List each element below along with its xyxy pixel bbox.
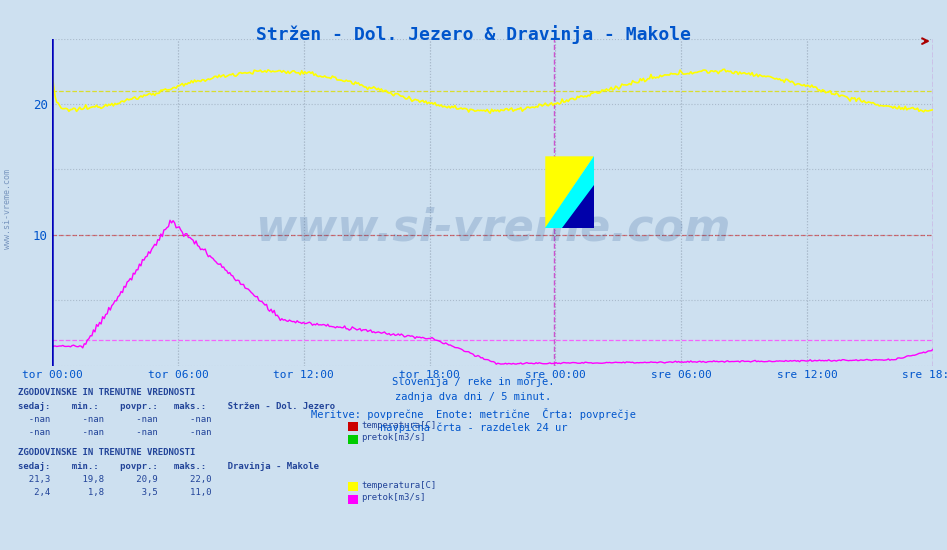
Text: pretok[m3/s]: pretok[m3/s] (361, 433, 425, 443)
Polygon shape (545, 156, 594, 228)
Bar (348, 495, 358, 504)
Text: pretok[m3/s]: pretok[m3/s] (361, 493, 425, 503)
Text: sedaj:    min.:    povpr.:   maks.:    Dravinja - Makole: sedaj: min.: povpr.: maks.: Dravinja - M… (18, 462, 319, 471)
Text: zadnja dva dni / 5 minut.: zadnja dva dni / 5 minut. (396, 392, 551, 402)
Text: -nan      -nan      -nan      -nan: -nan -nan -nan -nan (18, 428, 211, 437)
Polygon shape (563, 185, 594, 228)
Polygon shape (545, 156, 594, 228)
Bar (348, 435, 358, 444)
Text: temperatura[C]: temperatura[C] (361, 421, 437, 430)
Text: -nan      -nan      -nan      -nan: -nan -nan -nan -nan (18, 415, 211, 424)
Text: 2,4       1,8       3,5      11,0: 2,4 1,8 3,5 11,0 (18, 488, 211, 497)
Text: 21,3      19,8      20,9      22,0: 21,3 19,8 20,9 22,0 (18, 475, 211, 484)
Text: navpična črta - razdelek 24 ur: navpična črta - razdelek 24 ur (380, 423, 567, 433)
Text: www.si-vreme.com: www.si-vreme.com (255, 207, 730, 250)
Bar (348, 482, 358, 491)
Text: www.si-vreme.com: www.si-vreme.com (3, 169, 12, 249)
Text: Slovenija / reke in morje.: Slovenija / reke in morje. (392, 377, 555, 387)
Text: Meritve: povprečne  Enote: metrične  Črta: povprečje: Meritve: povprečne Enote: metrične Črta:… (311, 408, 636, 420)
Text: ZGODOVINSKE IN TRENUTNE VREDNOSTI: ZGODOVINSKE IN TRENUTNE VREDNOSTI (18, 448, 195, 457)
Text: Stržen - Dol. Jezero & Dravinja - Makole: Stržen - Dol. Jezero & Dravinja - Makole (256, 25, 691, 44)
Text: sedaj:    min.:    povpr.:   maks.:    Stržen - Dol. Jezero: sedaj: min.: povpr.: maks.: Stržen - Dol… (18, 402, 335, 411)
Bar (348, 422, 358, 431)
Text: ZGODOVINSKE IN TRENUTNE VREDNOSTI: ZGODOVINSKE IN TRENUTNE VREDNOSTI (18, 388, 195, 397)
Text: temperatura[C]: temperatura[C] (361, 481, 437, 490)
